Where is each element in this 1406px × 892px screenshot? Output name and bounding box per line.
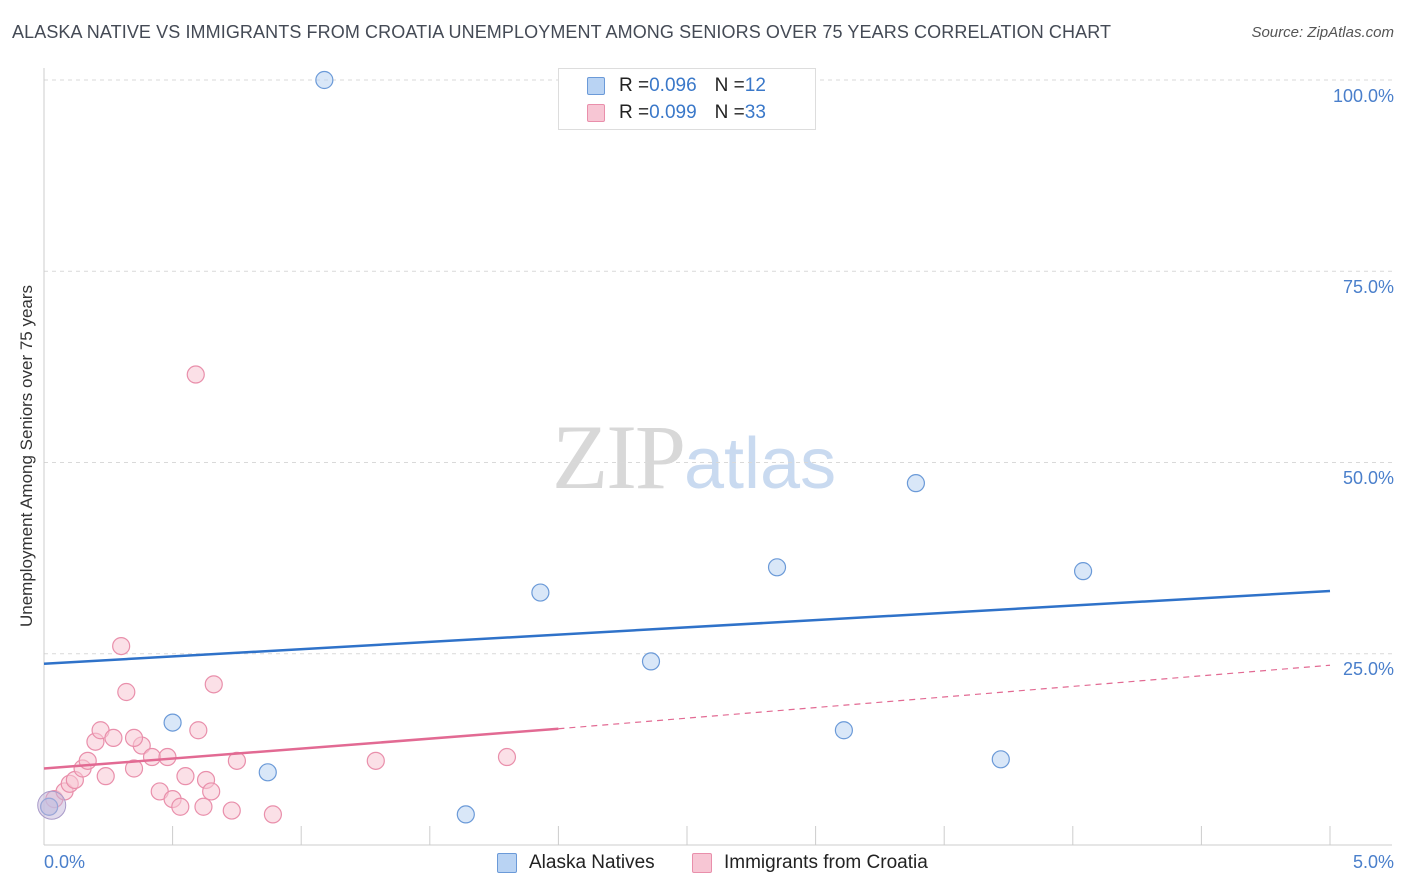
data-point: [906, 474, 926, 493]
data-point: [202, 782, 221, 801]
trend-line-alaska: [43, 589, 1331, 665]
watermark: ZIPatlas: [552, 404, 836, 510]
data-point: [531, 583, 550, 602]
data-point: [497, 747, 517, 767]
legend-n-value: 33: [744, 102, 766, 123]
stats-legend: R = 0.096 N = 12 R = 0.099 N = 33: [558, 68, 816, 130]
chart-title: ALASKA NATIVE VS IMMIGRANTS FROM CROATIA…: [12, 22, 1112, 42]
data-point: [171, 797, 190, 816]
y-tick-label: 100.0%: [1332, 86, 1394, 106]
data-point: [315, 70, 334, 90]
y-tick-label: 75.0%: [1342, 277, 1394, 297]
data-point: [1073, 562, 1093, 581]
legend-r-value: 0.096: [649, 75, 697, 96]
data-point: [117, 682, 136, 702]
data-point: [456, 805, 475, 824]
y-tick-label: 25.0%: [1342, 659, 1394, 679]
legend-row-croatia: R = 0.099 N = 33: [587, 101, 766, 125]
x-tick-label: 0.0%: [44, 852, 86, 872]
legend-row-alaska: R = 0.096 N = 12: [587, 74, 766, 98]
bottom-legend-croatia: Immigrants from Croatia: [692, 852, 928, 874]
watermark-zip: ZIP: [552, 406, 686, 508]
data-point: [189, 721, 208, 740]
data-point: [163, 713, 182, 732]
data-point: [834, 721, 853, 740]
legend-swatch-alaska: [497, 853, 517, 873]
data-point: [124, 728, 144, 748]
data-point: [112, 636, 131, 656]
source-label: Source: ZipAtlas.com: [1251, 24, 1394, 41]
legend-r-label: R =: [619, 75, 650, 96]
data-point: [158, 747, 177, 767]
y-tick-label: 50.0%: [1342, 468, 1394, 488]
data-point: [194, 797, 213, 816]
trend-line-croatia: [43, 727, 559, 770]
data-point: [176, 767, 195, 786]
data-point: [96, 767, 115, 786]
x-tick-label: 5.0%: [1352, 852, 1394, 872]
data-point: [991, 750, 1010, 769]
data-point: [366, 751, 385, 770]
legend-r-label: R =: [619, 102, 650, 123]
legend-label-alaska: Alaska Natives: [529, 852, 655, 873]
data-point: [641, 652, 661, 671]
data-point: [142, 747, 162, 767]
data-point: [258, 763, 277, 782]
legend-n-value: 12: [744, 75, 766, 96]
legend-swatch-alaska: [587, 77, 605, 95]
watermark-atlas: atlas: [684, 424, 837, 504]
data-point: [124, 759, 144, 778]
legend-n-label: N =: [714, 102, 745, 123]
data-point: [204, 675, 223, 694]
legend-label-croatia: Immigrants from Croatia: [724, 852, 928, 873]
legend-r-value: 0.099: [649, 102, 697, 123]
legend-swatch-croatia: [692, 853, 712, 873]
y-axis-label: Unemployment Among Seniors over 75 years: [17, 284, 36, 628]
data-point: [186, 365, 205, 384]
data-point: [767, 558, 787, 577]
bottom-legend-alaska: Alaska Natives: [497, 852, 655, 874]
legend-swatch-croatia: [587, 104, 605, 122]
data-point: [263, 805, 283, 824]
trend-line-croatia-extension: [558, 664, 1331, 730]
legend-n-label: N =: [714, 75, 745, 96]
data-point: [222, 801, 241, 820]
data-point: [104, 728, 123, 748]
data-point-cluster: [37, 790, 67, 820]
